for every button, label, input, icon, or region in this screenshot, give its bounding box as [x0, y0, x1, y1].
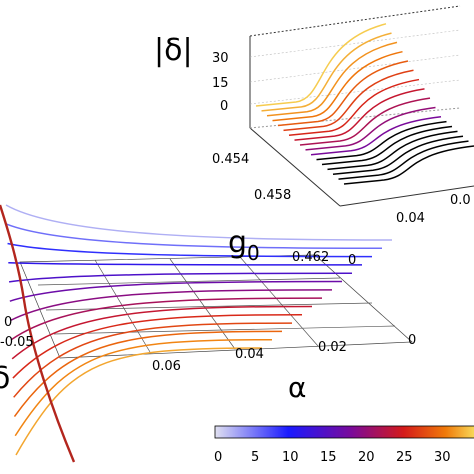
- inset-plot: 30 15 0 0.454 0.458 0.462 0 0.04 0.0 |δ|…: [154, 5, 474, 268]
- main-series-line: [15, 347, 263, 456]
- inset-y-ticks: 0.454 0.458 0.462: [212, 152, 329, 265]
- inset-y-label-base: g: [228, 225, 247, 260]
- main-base-plane: [19, 254, 413, 359]
- main-series-line: [8, 272, 353, 283]
- main-x-tick: 0: [408, 333, 416, 348]
- inset-z-tick: 15: [212, 76, 229, 91]
- inset-x-ticks: 0 0.04 0.0: [348, 193, 471, 268]
- inset-series-line: [305, 106, 436, 151]
- inset-x-tick: 0: [348, 253, 356, 268]
- inset-series-line: [316, 120, 447, 161]
- inset-x-tick: 0.0: [450, 193, 471, 208]
- colorbar-tick: 10: [282, 450, 299, 465]
- colorbar-tick: 20: [358, 450, 375, 465]
- inset-series-line: [332, 135, 464, 175]
- inset-curves: [255, 23, 474, 185]
- main-edge: [0, 204, 76, 463]
- main-z-tick: 0: [4, 315, 12, 330]
- inset-series-line: [299, 97, 431, 146]
- inset-y-tick: 0.454: [212, 152, 249, 167]
- inset-series-line: [310, 116, 442, 156]
- colorbar-ticks: 0 5 10 15 20 25 30: [214, 450, 451, 465]
- inset-series-line: [288, 78, 420, 136]
- inset-z-ticks: 30 15 0: [212, 51, 229, 114]
- main-plot: 0.06 0.04 0.02 0 0 -0.05 α δ: [0, 204, 416, 463]
- main-curves: [5, 204, 393, 456]
- main-edge-curve: [0, 204, 76, 463]
- main-x-tick: 0.02: [318, 340, 347, 355]
- inset-series-line: [343, 145, 474, 185]
- inset-series-line: [255, 23, 387, 107]
- main-series-line: [7, 242, 373, 258]
- inset-y-label-sub: 0: [247, 241, 260, 265]
- colorbar: 0 5 10 15 20 25 30: [214, 425, 474, 465]
- inset-series-line: [338, 140, 469, 180]
- inset-x-tick: 0.04: [396, 211, 425, 226]
- main-series-line: [6, 223, 383, 250]
- inset-series-line: [327, 130, 458, 171]
- main-series-line: [10, 289, 333, 322]
- main-series-line: [13, 330, 283, 417]
- colorbar-gradient: [214, 425, 474, 439]
- colorbar-tick: 30: [434, 450, 451, 465]
- main-series-line: [9, 280, 343, 302]
- inset-y-tick: 0.462: [292, 250, 329, 265]
- main-grid: [19, 254, 413, 359]
- inset-y-tick: 0.458: [254, 188, 291, 203]
- main-series-line: [10, 297, 323, 341]
- main-z-ticks: 0 -0.05: [0, 315, 34, 350]
- inset-series-line: [261, 32, 392, 112]
- colorbar-tick: 15: [320, 450, 337, 465]
- inset-gridlines: [249, 29, 461, 105]
- main-series-line: [11, 305, 313, 360]
- inset-series-line: [294, 88, 425, 141]
- inset-z-tick: 0: [220, 99, 228, 114]
- main-z-label: δ: [0, 361, 10, 396]
- main-x-tick: 0.06: [152, 359, 181, 374]
- main-x-ticks: 0.06 0.04 0.02 0: [152, 333, 416, 374]
- main-series-line: [5, 204, 393, 241]
- colorbar-tick: 5: [251, 450, 259, 465]
- colorbar-tick: 0: [214, 450, 222, 465]
- inset-series-line: [321, 125, 453, 166]
- inset-series-line: [283, 69, 414, 132]
- inset-series-line: [277, 60, 409, 127]
- inset-z-label: |δ|: [154, 33, 193, 68]
- inset-z-tick: 30: [212, 51, 229, 66]
- main-series-line: [8, 261, 363, 266]
- inset-series-line: [266, 41, 398, 117]
- main-z-tick: -0.05: [0, 335, 34, 350]
- colorbar-tick: 25: [396, 450, 413, 465]
- main-x-tick: 0.04: [235, 347, 264, 362]
- inset-y-label: g0: [228, 225, 260, 265]
- main-x-label: α: [288, 371, 306, 404]
- main-series-line: [13, 322, 293, 398]
- main-series-line: [14, 338, 273, 437]
- inset-series-line: [272, 50, 403, 122]
- main-series-line: [12, 314, 303, 379]
